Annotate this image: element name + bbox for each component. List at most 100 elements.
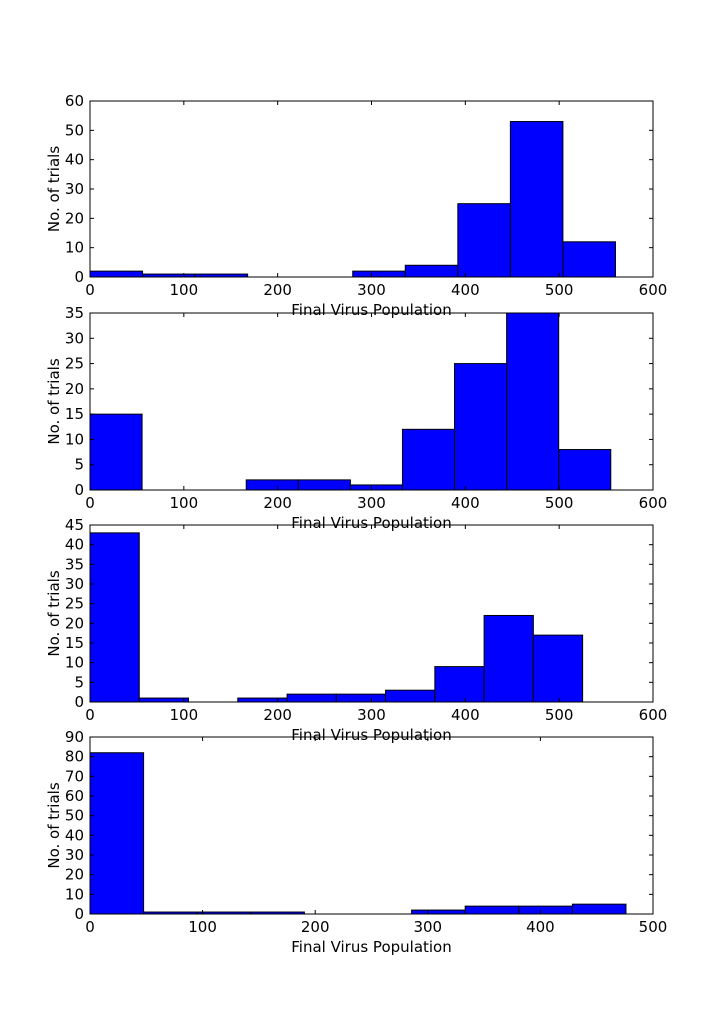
y-tick-label: 40 [65,826,84,844]
histogram-panel-2: 0 100 200 300 400 500 600 0 5 10 15 20 25 30 35 Final V… [45,304,667,532]
histogram-bar [89,532,140,703]
x-tick-label: 0 [85,706,95,724]
x-tick-label: 200 [263,494,292,512]
histogram-panel-3: 0 100 200 300 400 500 600051015202530354045Fin… [45,516,667,744]
y-tick-label: 15 [65,405,84,423]
histogram-bar [237,697,288,703]
histogram-bar [404,264,459,278]
y-tick-label: 0 [74,268,84,286]
x-tick-label: 300 [357,281,386,299]
y-tick-label: 20 [65,866,84,884]
y-tick-label: 40 [65,151,84,169]
histogram-bar [509,121,564,278]
x-tick-label: 500 [545,494,574,512]
x-tick-label: 100 [170,706,199,724]
y-axis-label: No. of trials [45,358,63,444]
histogram-bar [89,752,145,915]
y-tick-label: 20 [65,209,84,227]
x-axis-label: Final Virus Population [291,938,452,956]
histogram-bar [506,312,560,491]
histogram-bar [138,697,190,703]
x-tick-label: 600 [639,281,668,299]
y-tick-label: 0 [74,693,84,711]
histogram-bar [454,363,508,491]
y-tick-label: 15 [65,634,84,652]
x-tick-label: 0 [85,281,95,299]
x-axis-label: Final Virus Population [291,301,452,319]
x-tick-label: 0 [85,918,95,936]
histogram-bar [562,241,616,278]
histogram-bar [297,479,351,491]
x-tick-label: 600 [639,706,668,724]
y-tick-label: 40 [65,536,84,554]
histogram-panel-1: 0 100 200 300 400 500 600 0 10 20 30 40 50 60 Final Vi… [45,92,667,319]
x-tick-label: 400 [451,706,480,724]
y-tick-label: 20 [65,614,84,632]
y-tick-label: 10 [65,885,84,903]
y-tick-label: 45 [65,516,84,534]
x-tick-label: 300 [357,706,386,724]
x-tick-label: 300 [357,494,386,512]
y-tick-label: 60 [65,92,84,110]
y-tick-label: 50 [65,121,84,139]
y-tick-label: 0 [74,905,84,923]
histogram-bar [434,666,485,703]
y-axis-label: No. of trials [45,782,63,868]
y-tick-label: 20 [65,380,84,398]
x-tick-label: 0 [85,494,95,512]
y-tick-label: 70 [65,767,84,785]
y-tick-label: 50 [65,807,84,825]
y-axis-label: No. of trials [45,146,63,232]
axes-frame [89,736,654,915]
y-tick-label: 30 [65,180,84,198]
histogram-bar [335,693,387,703]
y-tick-label: 90 [65,728,84,746]
y-tick-label: 35 [65,304,84,322]
y-axis-label: No. of trials [45,570,63,656]
x-tick-label: 100 [170,494,199,512]
histogram-bar [89,413,143,491]
histogram-panel-4: 0 100 200 300 400 5000102030405060708090Final… [45,728,667,956]
histogram-bar [483,614,534,703]
x-tick-label: 600 [639,494,668,512]
histogram-bar [286,693,337,703]
y-tick-label: 25 [65,355,84,373]
histogram-bar [401,428,456,491]
x-tick-label: 500 [545,706,574,724]
y-tick-label: 0 [74,481,84,499]
histogram-bar [457,203,511,278]
x-axis-label: Final Virus Population [291,726,452,744]
histogram-bar [411,909,466,915]
y-tick-label: 60 [65,787,84,805]
y-tick-label: 10 [65,239,84,257]
x-axis-label: Final Virus Population [291,514,452,532]
histogram-bar [349,484,403,491]
x-tick-label: 100 [188,918,217,936]
y-tick-label: 80 [65,748,84,766]
y-tick-label: 30 [65,846,84,864]
histogram-bar [571,903,627,915]
x-tick-label: 400 [526,918,555,936]
y-tick-label: 10 [65,430,84,448]
histogram-bar [245,479,299,491]
x-tick-label: 100 [170,281,199,299]
x-tick-label: 400 [451,494,480,512]
x-tick-label: 500 [639,918,668,936]
histogram-bar [532,634,584,703]
x-tick-label: 200 [301,918,330,936]
y-tick-label: 10 [65,654,84,672]
x-tick-label: 500 [545,281,574,299]
y-tick-label: 5 [74,673,84,691]
histogram-bar [558,449,612,491]
x-tick-label: 200 [263,281,292,299]
y-tick-label: 35 [65,555,84,573]
histogram-bar [464,905,520,915]
y-tick-label: 25 [65,595,84,613]
y-tick-label: 30 [65,575,84,593]
histogram-bar [518,905,573,915]
histogram-bar [385,689,436,703]
histogram-bar [89,270,144,278]
y-tick-label: 30 [65,329,84,347]
x-tick-label: 300 [413,918,442,936]
